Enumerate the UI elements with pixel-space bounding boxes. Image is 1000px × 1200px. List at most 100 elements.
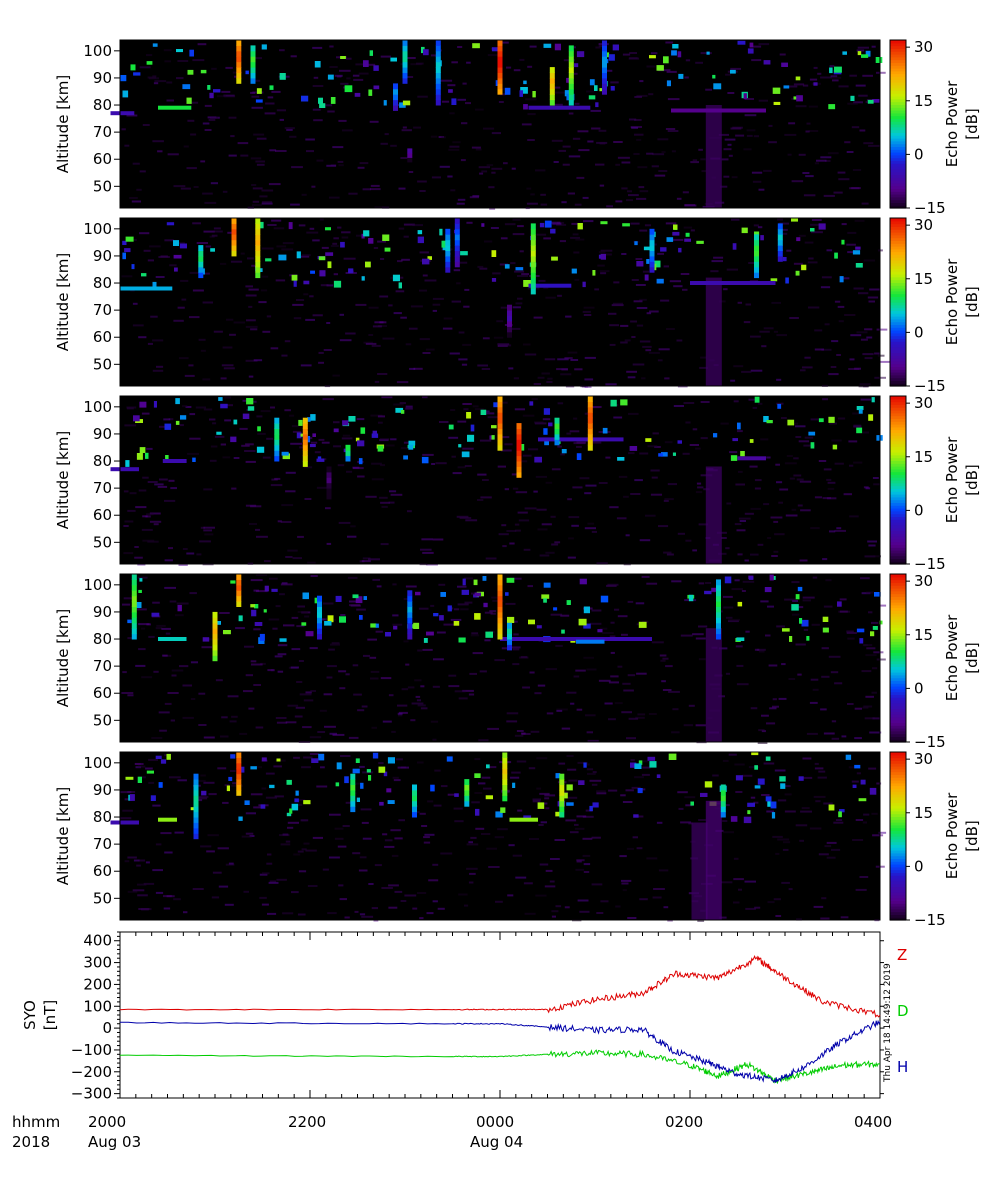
- noise-cell: [457, 46, 463, 48]
- echo-cell: [343, 448, 348, 453]
- noise-cell: [152, 75, 157, 78]
- noise-cell: [615, 905, 621, 908]
- noise-cell: [341, 236, 349, 239]
- noise-cell: [184, 374, 195, 377]
- colorbar-swatch: [890, 914, 906, 918]
- echo-cell: [633, 814, 639, 818]
- echo-column-cell: [568, 45, 574, 52]
- noise-cell: [423, 841, 431, 844]
- noise-cell: [359, 162, 369, 165]
- echo-cell: [141, 273, 147, 277]
- colorbar-swatch: [890, 508, 906, 512]
- noise-cell: [340, 82, 349, 85]
- noise-cell: [164, 559, 173, 562]
- echo-column-cell: [198, 261, 204, 268]
- colorbar-swatch: [890, 45, 906, 49]
- echo-cell: [474, 592, 481, 597]
- echo-cell: [120, 75, 127, 82]
- noise-cell: [176, 602, 189, 605]
- noise-cell: [551, 86, 561, 89]
- echo-cell: [861, 54, 869, 58]
- noise-cell: [419, 338, 430, 341]
- noise-cell: [166, 895, 175, 898]
- echo-cell: [357, 440, 365, 447]
- echo-cell: [678, 247, 682, 253]
- echo-column-cell: [587, 444, 593, 451]
- echo-column-cell: [255, 223, 261, 230]
- echo-column-cell: [454, 261, 460, 268]
- noise-cell: [454, 690, 466, 693]
- echo-cell: [146, 61, 153, 65]
- noise-cell: [485, 557, 497, 560]
- noise-cell: [638, 186, 645, 189]
- echo-column-cell: [502, 757, 508, 764]
- echo-column-cell: [568, 94, 574, 101]
- colorbar-swatch: [890, 135, 906, 139]
- noise-cell: [826, 478, 832, 481]
- colorbar-swatch: [890, 42, 906, 47]
- noise-cell: [207, 834, 219, 837]
- echo-cell: [310, 270, 315, 274]
- echo-column-cell: [393, 105, 398, 111]
- echo-cell: [192, 457, 196, 462]
- noise-cell: [245, 674, 253, 677]
- noise-cell: [214, 435, 225, 438]
- echo-cell: [363, 230, 370, 237]
- noise-cell: [761, 345, 767, 348]
- noise-cell: [576, 708, 583, 711]
- colorbar-swatch: [890, 602, 906, 606]
- noise-cell: [823, 194, 835, 197]
- colorbar-swatch: [890, 324, 906, 328]
- noise-cell: [855, 819, 864, 821]
- noise-cell: [733, 400, 739, 403]
- colorbar-tick-label: −15: [914, 733, 946, 751]
- noise-cell: [631, 279, 639, 281]
- echo-cell: [504, 264, 510, 269]
- noise-cell: [595, 163, 605, 166]
- noise-cell: [250, 157, 262, 160]
- noise-cell: [259, 195, 268, 198]
- noise-cell: [798, 440, 809, 443]
- noise-cell: [862, 821, 867, 824]
- echo-column-cell: [497, 77, 503, 84]
- noise-cell: [479, 670, 487, 673]
- noise-cell: [490, 227, 499, 229]
- noise-cell: [759, 330, 770, 333]
- y-tick-label: 60: [93, 862, 112, 880]
- noise-cell: [668, 690, 680, 693]
- echo-column-cell: [649, 261, 655, 268]
- echo-column-cell: [407, 617, 413, 624]
- echo-cell: [543, 43, 552, 48]
- noise-cell: [293, 853, 301, 856]
- colorbar-swatch: [890, 763, 906, 767]
- noise-cell: [773, 898, 781, 901]
- echo-column-cell: [497, 50, 503, 57]
- echo-cell: [813, 82, 818, 86]
- noise-cell: [753, 224, 759, 227]
- noise-cell: [141, 412, 150, 415]
- noise-cell: [737, 553, 743, 556]
- noise-cell: [290, 203, 300, 206]
- noise-cell: [287, 826, 294, 829]
- colorbar-swatch: [890, 471, 906, 475]
- noise-cell: [843, 493, 852, 496]
- noise-cell: [568, 516, 580, 519]
- noise-cell: [504, 443, 513, 446]
- noise-cell: [487, 416, 499, 419]
- noise-cell: [784, 810, 796, 813]
- echo-cell: [228, 776, 233, 781]
- noise-cell: [799, 480, 812, 483]
- echo-cell: [678, 73, 684, 79]
- echo-cell: [303, 280, 310, 285]
- noise-cell: [736, 683, 749, 686]
- colorbar-swatch: [890, 418, 906, 422]
- noise-cell: [398, 227, 405, 230]
- echo-cell: [189, 49, 194, 57]
- noise-cell: [658, 348, 670, 351]
- echo-column-cell: [530, 255, 536, 262]
- colorbar-swatch: [890, 816, 906, 820]
- noise-cell: [211, 234, 218, 237]
- noise-cell: [245, 443, 254, 446]
- noise-cell: [291, 891, 299, 894]
- noise-cell: [370, 677, 379, 680]
